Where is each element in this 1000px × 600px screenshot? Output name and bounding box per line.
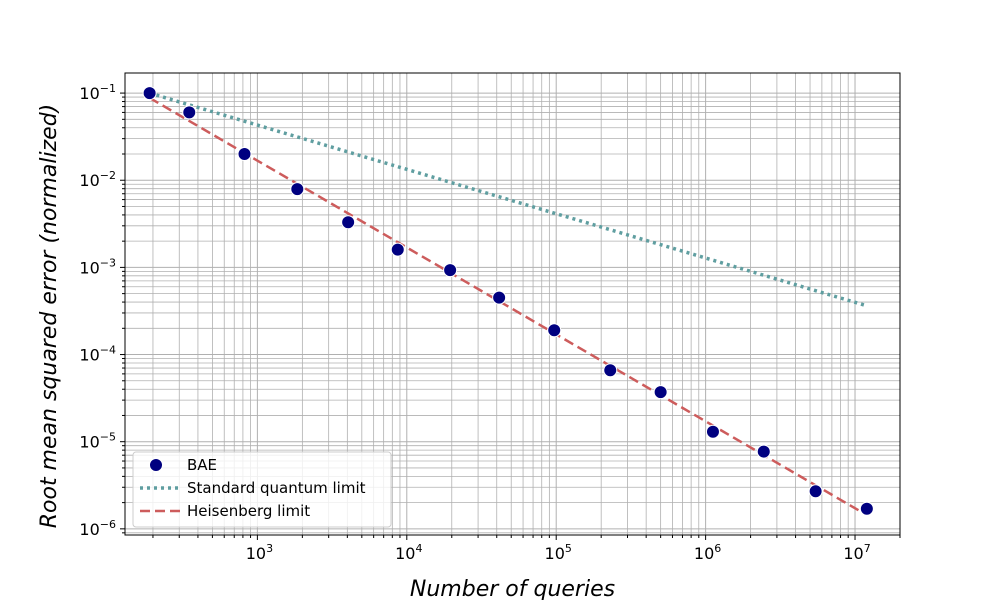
x-tick-label: 107 (843, 542, 870, 563)
legend-box (132, 451, 392, 528)
y-tick-label: 10−3 (79, 256, 116, 277)
grid-minor (125, 73, 901, 535)
data-point (443, 263, 458, 278)
axis-ticks (120, 92, 901, 540)
y-tick-label: 10−6 (79, 518, 116, 539)
y-tick-label: 10−5 (79, 431, 116, 452)
data-point (756, 444, 771, 459)
legend: BAE Standard quantum limit Heisenberg limi… (132, 451, 392, 528)
legend-marker (149, 458, 163, 472)
legend-label: Heisenberg limit (187, 502, 310, 520)
data-point (705, 424, 720, 439)
series-lines (148, 91, 865, 515)
data-point (237, 147, 252, 162)
plot-frame (124, 72, 901, 536)
x-tick-label: 106 (694, 542, 721, 563)
series-points (142, 86, 874, 516)
data-point (859, 501, 874, 516)
data-point (390, 242, 405, 257)
data-point (808, 484, 823, 499)
data-point (182, 105, 197, 120)
data-point (142, 86, 157, 101)
y-tick-label: 10−4 (79, 344, 116, 365)
y-axis-title: Root mean squared error (normalized) (37, 104, 62, 529)
x-tick-label: 103 (246, 542, 273, 563)
data-point (492, 290, 507, 305)
data-point (290, 182, 305, 197)
legend-label: BAE (187, 456, 217, 474)
series-line-2 (148, 96, 865, 515)
x-tick-label: 104 (395, 542, 422, 563)
data-point (341, 215, 356, 230)
x-tick-label: 105 (545, 542, 572, 563)
data-point (547, 323, 562, 338)
y-tick-label: 10−1 (79, 82, 116, 103)
data-point (653, 385, 668, 400)
data-point (603, 363, 618, 378)
x-axis-title: Number of queries (410, 577, 615, 600)
tick-labels: 103 104 105 106 107 10−1 10−2 10−3 10−4 10−5 10−6 (79, 82, 870, 563)
grid-major (125, 73, 900, 535)
series-line-1 (149, 91, 865, 307)
y-tick-label: 10−2 (79, 169, 116, 190)
legend-label: Standard quantum limit (187, 479, 366, 497)
